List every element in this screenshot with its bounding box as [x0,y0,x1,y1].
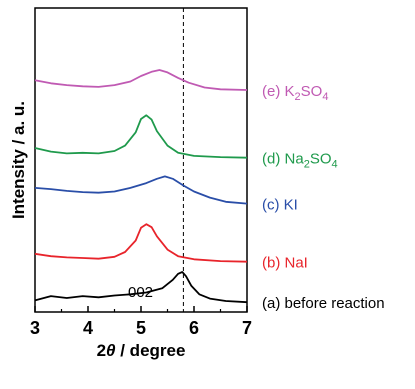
x-tick-label-3: 6 [189,318,199,338]
series-layer [34,69,248,304]
series-line-4 [34,69,248,91]
series-label-0-part-0: (a) before reaction [262,295,385,312]
x-axis-label-prefix: 2 [97,341,106,360]
x-axis-label: 2θ / degree [97,341,186,360]
series-label-3: (d) Na2SO4 [262,151,338,171]
series-label-4-part-1: 2 [295,91,301,103]
peak-annotation: 002 [128,284,153,301]
series-label-1-part-0: (b) NaI [262,255,308,272]
x-tick-label-1: 4 [83,318,93,338]
series-label-3-part-2: SO [310,151,332,168]
series-label-4: (e) K2SO4 [262,83,328,103]
x-axis-label-symbol: θ [106,341,116,360]
series-label-3-part-0: (d) Na [262,151,304,168]
x-tick-label-4: 7 [242,318,252,338]
series-label-2: (c) KI [262,197,298,214]
series-label-2-part-0: (c) KI [262,197,298,214]
series-label-1: (b) NaI [262,255,308,272]
series-line-0 [34,271,248,304]
series-label-4-part-3: 4 [322,91,328,103]
series-labels: (a) before reaction(b) NaI(c) KI(d) Na2S… [262,83,385,312]
series-line-1 [34,223,248,263]
y-axis-label: Intensity / a. u. [9,101,28,219]
series-label-3-part-1: 2 [304,159,310,171]
x-tick-label-2: 5 [136,318,146,338]
x-tick-layer: 3 4 5 6 7 [30,306,252,338]
series-label-4-part-2: SO [301,83,323,100]
series-label-4-part-0: (e) K [262,83,295,100]
x-axis-label-suffix: / degree [116,341,186,360]
plot-frame [34,7,248,313]
series-label-0: (a) before reaction [262,295,385,312]
series-line-2 [34,175,248,205]
series-line-3 [34,114,248,159]
series-label-3-part-3: 4 [332,159,338,171]
x-tick-label-0: 3 [30,318,40,338]
